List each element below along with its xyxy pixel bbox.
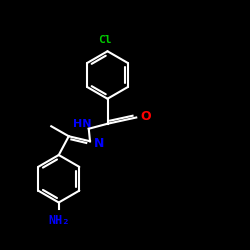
Text: HN: HN [73,119,92,129]
Text: N: N [94,137,104,150]
Text: NH₂: NH₂ [48,214,70,227]
Text: O: O [140,110,150,123]
Text: Cl: Cl [98,35,112,45]
